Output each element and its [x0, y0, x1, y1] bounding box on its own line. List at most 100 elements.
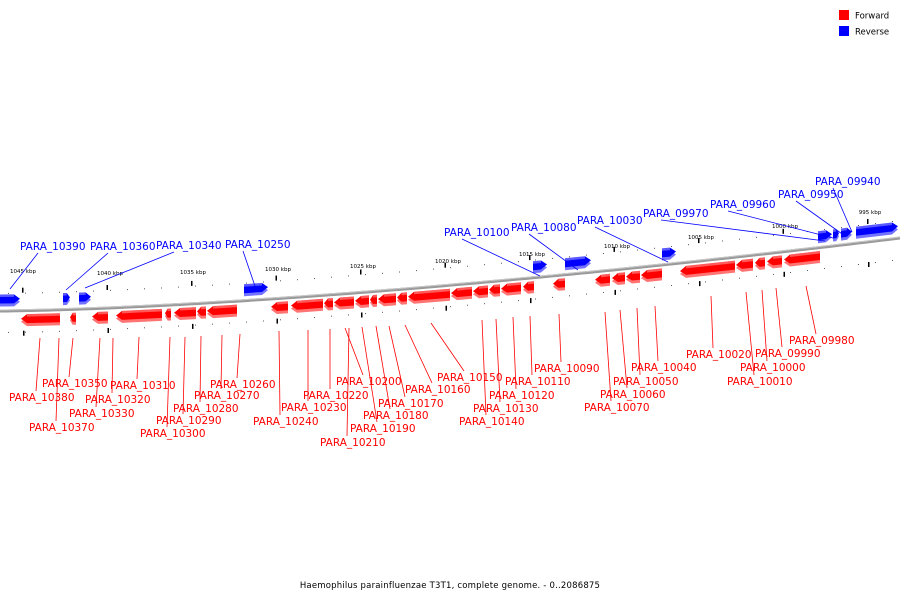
- minor-tick: [739, 277, 740, 279]
- forward-leader-line: [361, 326, 378, 423]
- major-tick: [867, 219, 869, 224]
- minor-tick: [875, 223, 876, 224]
- gene-body: [174, 307, 196, 317]
- forward-gene-label: PARA_10200: [336, 376, 402, 388]
- minor-tick: [501, 301, 502, 303]
- major-tick: [22, 287, 24, 293]
- forward-gene-label: PARA_10230: [281, 402, 347, 414]
- gene-arrow: [533, 260, 547, 274]
- major-tick: [361, 312, 363, 318]
- major-tick: [444, 262, 446, 268]
- gene-highlight: [122, 308, 162, 314]
- minor-tick: [229, 283, 230, 285]
- minor-tick: [8, 292, 9, 294]
- minor-tick: [535, 298, 536, 300]
- reverse-gene-label: PARA_10340: [156, 240, 222, 252]
- minor-tick: [195, 324, 196, 326]
- gene-body: [736, 258, 753, 269]
- forward-gene-label: PARA_10110: [505, 376, 571, 388]
- gene-highlight: [818, 230, 826, 234]
- reverse-gene-label: PARA_09940: [815, 176, 881, 188]
- gene-body: [397, 292, 407, 302]
- gene-arrow: [324, 298, 333, 311]
- reverse-gene-label: PARA_10080: [511, 222, 577, 234]
- minor-tick: [688, 244, 689, 246]
- gene-arrow: [197, 306, 206, 319]
- gene-body: [197, 306, 206, 316]
- scale-label: 1005 kbp: [688, 235, 714, 241]
- major-tick: [782, 228, 784, 234]
- gene-highlight: [507, 282, 521, 287]
- gene-arrow: [63, 293, 70, 306]
- forward-leader-line: [95, 337, 101, 408]
- minor-tick: [450, 267, 451, 269]
- gene-body: [207, 304, 237, 316]
- gene-arrow: [174, 307, 196, 320]
- forward-gene-label: PARA_10140: [459, 416, 525, 428]
- forward-gene-label: PARA_10320: [85, 394, 151, 406]
- forward-gene-label: PARA_09990: [755, 348, 821, 360]
- minor-tick: [365, 313, 366, 315]
- forward-gene-label: PARA_10010: [727, 376, 793, 388]
- forward-gene-label: PARA_10130: [473, 403, 539, 415]
- minor-tick: [603, 253, 604, 254]
- gene-highlight: [384, 293, 396, 297]
- gene-highlight: [558, 278, 565, 282]
- minor-tick: [569, 295, 570, 297]
- forward-gene-label: PARA_10020: [686, 349, 752, 361]
- gene-arrow: [501, 282, 521, 296]
- minor-tick: [144, 288, 145, 290]
- legend-forward-swatch: [839, 10, 849, 20]
- gene-arrow: [92, 311, 108, 324]
- minor-tick: [824, 268, 825, 269]
- minor-tick: [586, 293, 587, 295]
- forward-leader-line: [481, 319, 487, 416]
- minor-tick: [76, 291, 77, 293]
- gene-body: [641, 268, 662, 279]
- gene-highlight: [662, 247, 670, 251]
- gene-highlight: [601, 273, 610, 278]
- minor-tick: [178, 325, 179, 327]
- gene-highlight: [0, 294, 14, 297]
- minor-tick: [42, 292, 43, 294]
- legend-reverse-label: Reverse: [855, 28, 889, 38]
- minor-tick: [552, 296, 553, 298]
- minor-tick: [535, 259, 536, 261]
- scale-label: 1040 kbp: [97, 271, 123, 277]
- forward-leader-line: [375, 325, 391, 410]
- scale-label: 1035 kbp: [180, 270, 206, 276]
- forward-genes: [21, 251, 820, 327]
- reverse-gene-label: PARA_09960: [710, 199, 776, 211]
- minor-tick: [127, 289, 128, 291]
- minor-tick: [875, 262, 876, 263]
- major-tick: [106, 285, 108, 290]
- gene-highlight: [686, 260, 735, 269]
- gene-highlight: [528, 281, 534, 285]
- minor-tick: [654, 247, 655, 249]
- minor-tick: [467, 304, 468, 306]
- gene-body: [755, 257, 765, 267]
- gene-body: [818, 230, 832, 241]
- gene-arrow: [595, 273, 610, 287]
- minor-tick: [348, 275, 349, 277]
- gene-body: [523, 281, 534, 291]
- reverse-gene-label: PARA_09950: [778, 189, 844, 201]
- gene-arrow: [334, 296, 354, 310]
- forward-gene-label: PARA_10050: [613, 376, 679, 388]
- gene-arrow: [523, 281, 534, 294]
- forward-gene-label: PARA_10210: [320, 437, 386, 449]
- gene-highlight: [244, 283, 262, 287]
- minor-tick: [42, 331, 43, 333]
- forward-leader-line: [68, 337, 74, 378]
- minor-tick: [620, 251, 621, 253]
- gene-highlight: [773, 255, 782, 259]
- forward-gene-label: PARA_10240: [253, 416, 319, 428]
- reverse-gene-label: PARA_10100: [444, 227, 510, 239]
- gene-arrow: [397, 292, 407, 305]
- gene-highlight: [297, 298, 323, 304]
- minor-tick: [518, 300, 519, 302]
- reverse-gene-labels: PARA_10390 PARA_10360 PARA_10340 PARA_10250…: [9, 176, 881, 291]
- backbone-highlight: [0, 236, 900, 311]
